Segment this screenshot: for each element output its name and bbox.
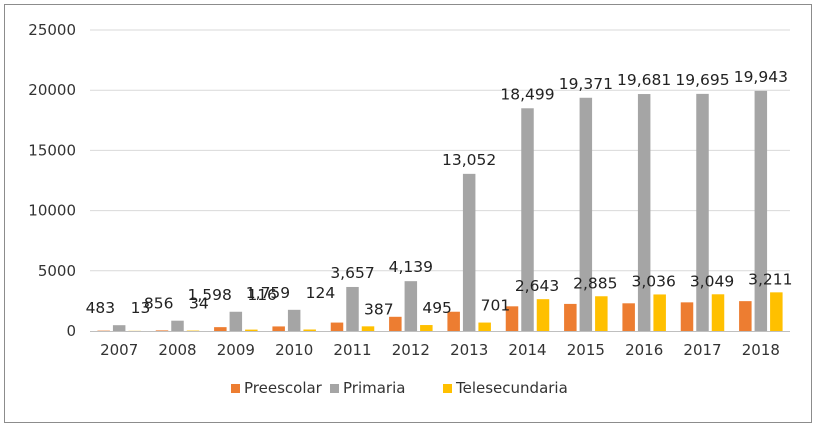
- data-label-telesecundaria: 13: [131, 299, 151, 317]
- y-tick-label: 10000: [28, 202, 76, 220]
- bar-primaria-2018: [754, 90, 768, 331]
- data-label-telesecundaria: 124: [306, 284, 336, 302]
- chart-frame: [4, 4, 812, 423]
- bar-preescolar-2010: [272, 326, 285, 331]
- data-label-primaria: 483: [86, 299, 116, 317]
- data-label-primaria: 19,371: [559, 75, 613, 93]
- bar-preescolar-2018: [739, 301, 752, 331]
- x-tick-label: 2013: [450, 341, 488, 359]
- x-tick-label: 2008: [158, 341, 196, 359]
- x-tick-label: 2016: [625, 341, 663, 359]
- y-tick-label: 20000: [28, 81, 76, 99]
- bar-preescolar-2016: [622, 303, 635, 331]
- bar-preescolar-2015: [564, 303, 577, 331]
- bar-telesecundaria-2012: [420, 325, 433, 331]
- data-label-primaria: 19,695: [675, 71, 729, 89]
- x-tick-label: 2009: [217, 341, 255, 359]
- bar-telesecundaria-2018: [770, 292, 783, 331]
- bar-preescolar-2009: [214, 327, 227, 331]
- bar-primaria-2015: [579, 97, 593, 331]
- bar-telesecundaria-2008: [186, 330, 200, 332]
- bar-primaria-2010: [287, 309, 301, 331]
- axes: 0 5000 10000 15000 20000 25000 2007 2008 2009 201…: [28, 21, 790, 359]
- data-label-primaria: 18,499: [500, 85, 554, 103]
- bars: [97, 90, 783, 332]
- data-label-primaria: 3,657: [330, 264, 374, 282]
- x-tick-label: 2015: [567, 341, 605, 359]
- bar-primaria-2016: [637, 94, 651, 331]
- legend-swatch-telesecundaria: [443, 384, 452, 393]
- x-tick-label: 2017: [683, 341, 721, 359]
- bar-telesecundaria-2017: [711, 294, 725, 331]
- bar-preescolar-2017: [680, 302, 694, 331]
- y-tick-label: 15000: [28, 141, 76, 159]
- bar-preescolar-2007: [97, 330, 110, 332]
- data-label-primaria: 856: [144, 295, 174, 313]
- x-tick-label: 2012: [392, 341, 430, 359]
- data-label-primaria: 19,681: [617, 71, 671, 89]
- x-tick-label: 2007: [100, 341, 138, 359]
- x-tick-label: 2011: [333, 341, 371, 359]
- data-label-telesecundaria: 2,643: [515, 277, 559, 295]
- legend-swatch-preescolar: [231, 384, 240, 393]
- data-label-primaria: 13,052: [442, 151, 496, 169]
- gridlines: [90, 29, 790, 272]
- x-tick-label: 2010: [275, 341, 313, 359]
- bar-primaria-2012: [404, 281, 418, 331]
- data-label-telesecundaria: 3,211: [748, 270, 792, 288]
- bar-preescolar-2014: [505, 306, 519, 331]
- bar-telesecundaria-2014: [536, 299, 550, 331]
- data-label-primaria: 1,759: [246, 284, 290, 302]
- bar-telesecundaria-2015: [595, 296, 608, 331]
- bar-telesecundaria-2016: [653, 294, 666, 331]
- bar-primaria-2014: [521, 108, 534, 332]
- y-tick-label: 25000: [28, 21, 76, 39]
- data-label-telesecundaria: 701: [481, 297, 511, 315]
- legend-swatch-primaria: [330, 384, 339, 393]
- data-label-primaria: 4,139: [389, 258, 433, 276]
- y-tick-label: 0: [66, 322, 76, 340]
- legend-label-primaria: Primaria: [343, 379, 405, 397]
- data-label-primaria: 19,943: [734, 68, 788, 86]
- bar-primaria-2011: [346, 286, 359, 331]
- bar-telesecundaria-2013: [478, 322, 491, 331]
- data-label-telesecundaria: 387: [364, 300, 394, 318]
- bar-preescolar-2008: [155, 330, 169, 331]
- bar-telesecundaria-2010: [303, 329, 316, 331]
- legend: Preescolar Primaria Telesecundaria: [231, 379, 568, 397]
- y-tick-label: 5000: [38, 262, 76, 280]
- bar-preescolar-2011: [330, 322, 344, 331]
- legend-label-telesecundaria: Telesecundaria: [455, 379, 568, 397]
- data-label-primaria: 1,598: [187, 286, 231, 304]
- data-label-telesecundaria: 495: [422, 299, 452, 317]
- data-label-telesecundaria: 34: [189, 295, 209, 313]
- bar-primaria-2008: [171, 320, 184, 331]
- bar-primaria-2009: [229, 311, 243, 331]
- data-label-telesecundaria: 3,049: [690, 272, 734, 290]
- data-label-telesecundaria: 116: [247, 286, 277, 304]
- bar-primaria-2017: [696, 93, 709, 332]
- bar-preescolar-2012: [389, 316, 402, 331]
- bar-preescolar-2013: [447, 311, 460, 331]
- legend-label-preescolar: Preescolar: [244, 379, 323, 397]
- data-label-telesecundaria: 2,885: [573, 274, 617, 292]
- bar-telesecundaria-2009: [245, 329, 258, 331]
- bar-primaria-2013: [462, 173, 476, 331]
- data-label-telesecundaria: 3,036: [631, 272, 675, 290]
- bar-telesecundaria-2011: [361, 326, 375, 331]
- x-tick-label: 2018: [742, 341, 780, 359]
- bar-primaria-2007: [112, 325, 126, 331]
- x-tick-label: 2014: [508, 341, 546, 359]
